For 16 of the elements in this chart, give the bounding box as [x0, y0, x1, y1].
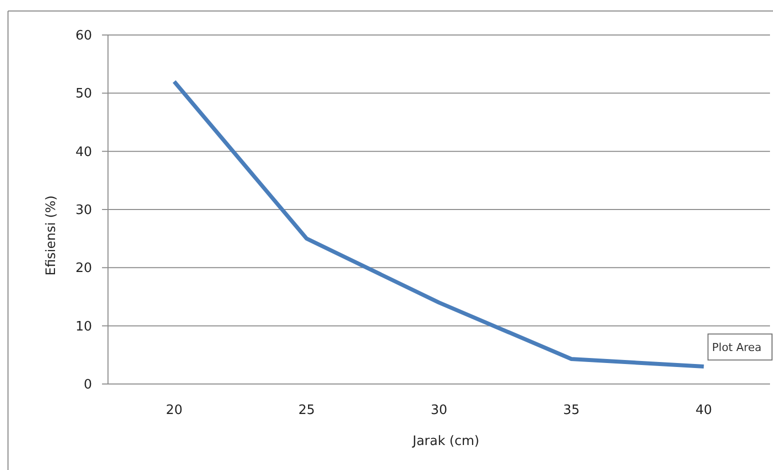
x-tick-label: 25: [298, 403, 315, 418]
y-tick-label: 60: [75, 28, 92, 44]
y-tick-label: 50: [75, 86, 92, 102]
x-tick-label: 30: [430, 403, 448, 418]
x-tick-label: 20: [166, 403, 182, 418]
x-axis-title: Jarak (cm): [412, 434, 480, 449]
y-tick-label: 20: [75, 261, 92, 276]
x-tick-label: 35: [563, 403, 580, 418]
line-series: [172, 80, 706, 369]
y-tick-label: 40: [75, 144, 92, 160]
y-tick-label: 30: [75, 203, 92, 218]
annotation: Plot Area: [712, 340, 762, 354]
y-tick-label: 0: [84, 378, 92, 393]
y-tick-label: 10: [75, 319, 92, 334]
x-tick-label: 40: [696, 403, 712, 418]
y-axis-title: Efisiensi (%): [44, 195, 59, 276]
